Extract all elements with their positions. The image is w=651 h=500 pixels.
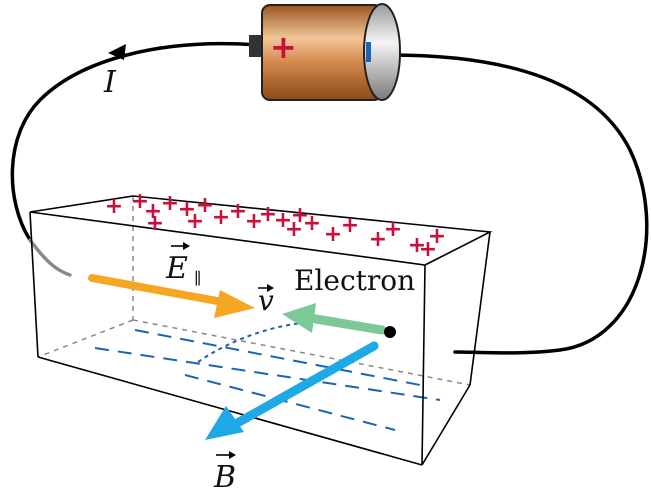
battery-negative-symbol bbox=[366, 42, 371, 62]
current-label: I bbox=[103, 65, 117, 100]
positive-surface-charges: + ++++ +++++++ + +++++ +++ + + bbox=[105, 189, 446, 262]
b-field-label: B bbox=[213, 460, 236, 495]
e-field-label: E bbox=[165, 251, 188, 286]
b-field-vector-mark bbox=[216, 451, 236, 459]
positive-charge: + bbox=[341, 213, 359, 238]
positive-charge: + bbox=[259, 202, 277, 227]
electron-label: Electron bbox=[294, 264, 415, 297]
positive-charge: + bbox=[105, 194, 123, 219]
e-field-vector-mark bbox=[171, 242, 190, 250]
b-field-arrow bbox=[205, 341, 379, 440]
positive-charge: + bbox=[428, 224, 446, 249]
positive-charge: + bbox=[285, 217, 303, 242]
positive-charge: + bbox=[186, 209, 204, 234]
positive-charge: + bbox=[229, 199, 247, 224]
negative-surface-charges bbox=[94, 329, 441, 431]
battery-positive-symbol: + bbox=[270, 28, 297, 66]
positive-charge: + bbox=[146, 211, 164, 236]
positive-charge: + bbox=[408, 233, 426, 258]
positive-charge: + bbox=[419, 237, 437, 262]
positive-charge: + bbox=[161, 191, 179, 216]
positive-charge: + bbox=[245, 209, 263, 234]
circuit-wire-right bbox=[388, 53, 649, 355]
positive-charge: + bbox=[212, 205, 230, 230]
positive-charge: + bbox=[196, 193, 214, 218]
velocity-vector-mark bbox=[258, 284, 274, 292]
wire-end-inside-box bbox=[28, 238, 72, 277]
velocity-label: v bbox=[258, 284, 274, 317]
positive-charge: + bbox=[303, 211, 321, 236]
positive-charge: + bbox=[144, 199, 162, 224]
current-arrowhead bbox=[108, 44, 126, 60]
positive-charge: + bbox=[291, 203, 309, 228]
velocity-arrow bbox=[282, 303, 387, 335]
electron-dot bbox=[384, 326, 396, 338]
battery: + bbox=[249, 3, 401, 101]
positive-charge: + bbox=[384, 217, 402, 242]
positive-charge: + bbox=[274, 208, 292, 233]
e-field-subscript: ∥ bbox=[194, 269, 201, 288]
box-hidden-edges bbox=[37, 196, 471, 386]
e-field-arrow bbox=[88, 274, 255, 318]
positive-charge: + bbox=[324, 222, 342, 247]
conductor-box bbox=[29, 195, 493, 466]
positive-charge: + bbox=[178, 197, 196, 222]
positive-charge: + bbox=[131, 189, 149, 214]
positive-charge: + bbox=[369, 227, 387, 252]
circuit-wire bbox=[10, 41, 260, 242]
